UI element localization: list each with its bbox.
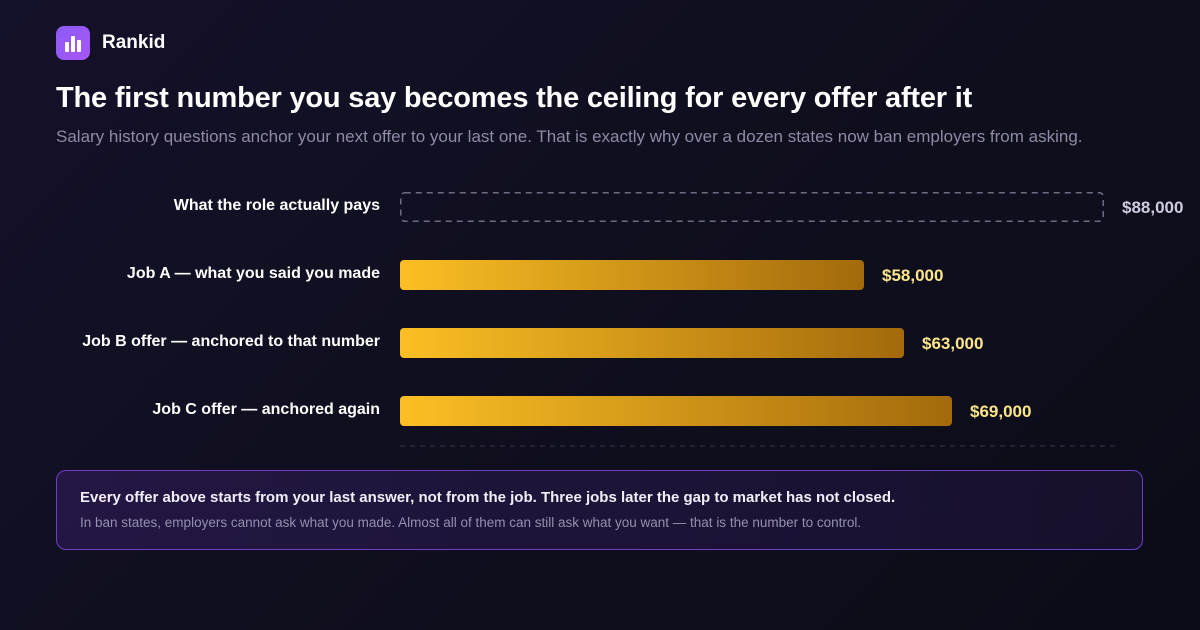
bar xyxy=(400,260,864,290)
page-subtitle: Salary history questions anchor your nex… xyxy=(56,127,1083,146)
salary-bar-chart: What the role actually pays $88,000 Job A … xyxy=(82,192,1184,447)
value-label: $63,000 xyxy=(922,334,983,353)
value-label: $58,000 xyxy=(882,266,943,285)
value-label: $69,000 xyxy=(970,402,1031,421)
callout-main-text: Every offer above starts from your last … xyxy=(80,489,896,506)
category-label: Job B offer — anchored to that number xyxy=(82,333,380,350)
callout-box: Every offer above starts from your last … xyxy=(56,470,1143,550)
value-label: $88,000 xyxy=(1122,198,1183,217)
brand: Rankid xyxy=(56,26,165,60)
bar-chart-icon xyxy=(56,26,90,60)
bar xyxy=(400,328,904,358)
reference-bar xyxy=(400,192,1104,222)
category-label: What the role actually pays xyxy=(174,197,380,214)
category-label: Job A — what you said you made xyxy=(127,265,380,282)
bar xyxy=(400,396,952,426)
callout-sub-text: In ban states, employers cannot ask what… xyxy=(80,515,862,530)
page-title: The first number you say becomes the cei… xyxy=(56,82,973,114)
category-label: Job C offer — anchored again xyxy=(152,401,380,418)
brand-name: Rankid xyxy=(102,32,166,53)
